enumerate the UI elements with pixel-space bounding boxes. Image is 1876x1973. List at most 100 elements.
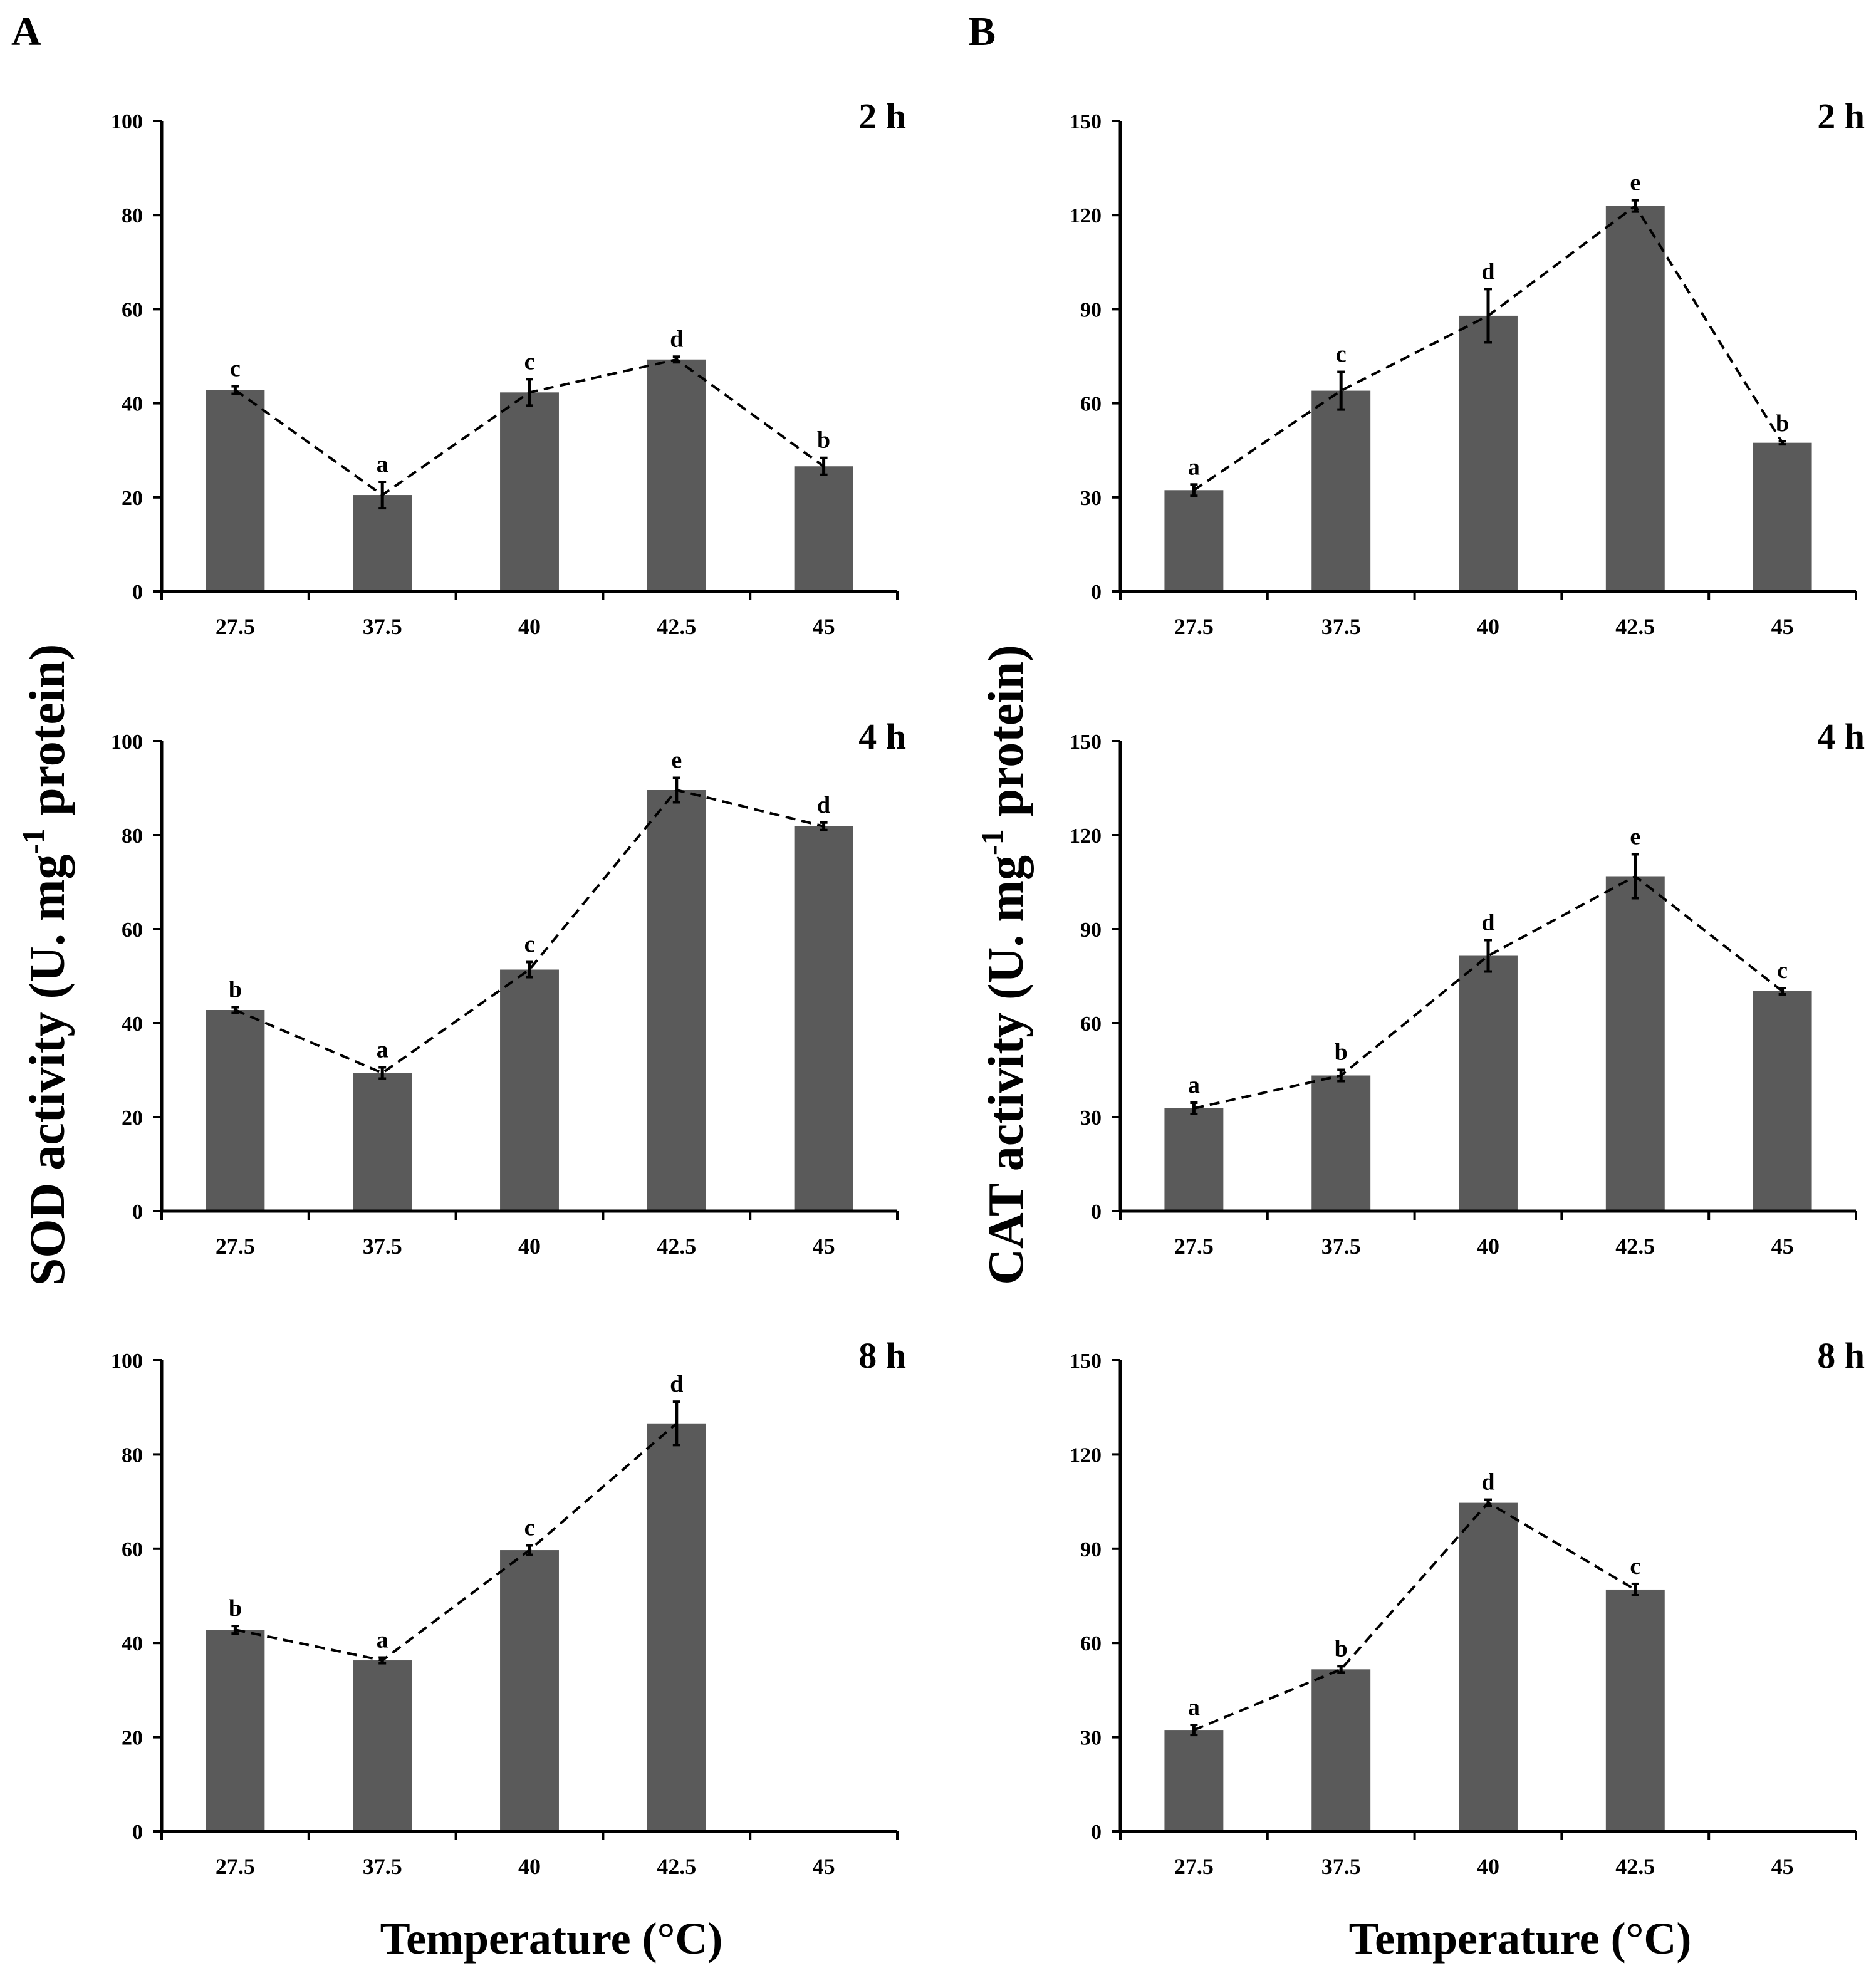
- sod-4h-bar: [206, 1010, 265, 1211]
- chart-cat-2h: 2 h 0 30 60 90 120 150 a c d e b 27.5 37.5 40 42.5 45: [1070, 96, 1865, 639]
- panel-letter-b: B: [968, 9, 996, 55]
- cat-2h-y-tick-label: 60: [1080, 393, 1102, 416]
- sod-8h-trend-line: [234, 1422, 678, 1662]
- sod-4h-x-tick-label: 42.5: [657, 1234, 696, 1259]
- sod-4h-bar: [500, 969, 559, 1211]
- cat-2h-trend-line: [1193, 204, 1784, 491]
- sod-2h-significance-letter: d: [670, 326, 683, 352]
- y-axis-label-a-sup: -1: [16, 828, 51, 855]
- cat-2h-x-tick-label: 37.5: [1321, 614, 1361, 639]
- sod-4h-x-tick-label: 45: [813, 1234, 835, 1259]
- sod-8h-y-tick-label: 0: [132, 1821, 143, 1844]
- sod-4h-bar: [794, 826, 853, 1211]
- cat-8h-y-tick-label: 60: [1080, 1632, 1102, 1655]
- chart-sod-8h: 8 h 0 20 40 60 80 100 b a c d 27.5 37.5 40 42.5 45: [111, 1335, 906, 1879]
- cat-4h-significance-letter: c: [1777, 957, 1788, 984]
- sod-2h-significance-letter: a: [377, 451, 388, 477]
- sod-2h-x-tick-label: 42.5: [657, 614, 696, 639]
- sod-8h-significance-letter: a: [377, 1627, 388, 1653]
- sod-8h-significance-letter: c: [524, 1515, 535, 1541]
- sod-8h-x-tick-label: 40: [518, 1854, 541, 1879]
- cat-4h-x-tick-label: 27.5: [1174, 1234, 1214, 1259]
- cat-8h-y-tick-label: 120: [1070, 1444, 1102, 1467]
- sod-8h-bar: [353, 1660, 412, 1831]
- sod-2h-trend-line: [234, 358, 825, 497]
- sod-4h-y-tick-label: 40: [122, 1013, 143, 1036]
- cat-2h-significance-letter: c: [1336, 341, 1347, 368]
- cat-4h-y-tick-label: 150: [1070, 731, 1102, 754]
- cat-8h-trend-line: [1193, 1501, 1636, 1731]
- cat-4h-y-tick-label: 0: [1091, 1200, 1102, 1224]
- sod-8h-bar: [206, 1630, 265, 1831]
- sod-8h-x-tick-label: 37.5: [363, 1854, 402, 1879]
- sod-2h-y-tick-label: 100: [111, 110, 143, 133]
- cat-2h-bar: [1459, 315, 1518, 591]
- cat-4h-y-tick-label: 30: [1080, 1106, 1102, 1130]
- cat-4h-significance-letter: d: [1481, 910, 1494, 936]
- y-axis-label-a: SOD activity (U. mg-1 protein): [16, 644, 75, 1286]
- cat-8h-x-tick-label: 42.5: [1615, 1854, 1655, 1879]
- sod-4h-significance-letter: d: [817, 792, 830, 818]
- sod-8h-x-tick-label: 42.5: [657, 1854, 696, 1879]
- cat-4h-bar: [1753, 991, 1812, 1211]
- sod-8h-bar: [500, 1550, 559, 1831]
- sod-4h-y-tick-label: 0: [132, 1200, 143, 1224]
- cat-4h-y-tick-label: 60: [1080, 1013, 1102, 1036]
- sod-4h-y-tick-label: 80: [122, 825, 143, 848]
- chart-cat-8h: 8 h 0 30 60 90 120 150 a b d c 27.5 37.5 40 42.5 45: [1070, 1335, 1865, 1879]
- sod-2h-y-tick-label: 60: [122, 298, 143, 321]
- cat-2h-significance-letter: b: [1776, 410, 1789, 437]
- sod-2h-bar: [647, 359, 706, 591]
- cat-4h-significance-letter: e: [1630, 824, 1640, 850]
- cat-2h-x-tick-label: 45: [1771, 614, 1794, 639]
- cat-8h-y-tick-label: 90: [1080, 1538, 1102, 1561]
- cat-2h-bar: [1605, 206, 1665, 591]
- chart-sod-4h: 4 h 0 20 40 60 80 100 b a c e d 27.5 37.5 40 42.5 45: [111, 716, 906, 1259]
- sod-8h-title: 8 h: [858, 1335, 906, 1376]
- sod-4h-x-tick-label: 27.5: [216, 1234, 255, 1259]
- sod-2h-bar: [500, 392, 559, 591]
- cat-2h-significance-letter: d: [1481, 258, 1494, 284]
- cat-8h-bar: [1605, 1589, 1665, 1831]
- sod-2h-x-tick-label: 45: [813, 614, 835, 639]
- sod-8h-x-tick-label: 45: [813, 1854, 835, 1879]
- sod-2h-x-tick-label: 40: [518, 614, 541, 639]
- chart-sod-2h: 2 h 0 20 40 60 80 100 c a c d b 27.5 37.5 40 42.5 45: [111, 96, 906, 639]
- sod-4h-significance-letter: c: [524, 932, 535, 958]
- cat-4h-bar: [1459, 955, 1518, 1211]
- cat-8h-x-tick-label: 27.5: [1174, 1854, 1214, 1879]
- cat-2h-significance-letter: a: [1188, 454, 1200, 480]
- cat-8h-bar: [1311, 1669, 1371, 1831]
- cat-4h-y-tick-label: 90: [1080, 919, 1102, 942]
- sod-2h-title: 2 h: [858, 96, 906, 137]
- sod-8h-x-tick-label: 27.5: [216, 1854, 255, 1879]
- cat-8h-significance-letter: a: [1188, 1694, 1200, 1721]
- sod-4h-significance-letter: e: [671, 747, 682, 774]
- sod-2h-significance-letter: b: [817, 427, 830, 454]
- sod-8h-y-tick-label: 100: [111, 1350, 143, 1373]
- cat-8h-bar: [1459, 1502, 1518, 1831]
- sod-4h-trend-line: [234, 788, 825, 1075]
- sod-2h-significance-letter: c: [230, 356, 241, 382]
- cat-4h-x-tick-label: 37.5: [1321, 1234, 1361, 1259]
- cat-8h-x-tick-label: 37.5: [1321, 1854, 1361, 1879]
- sod-4h-y-tick-label: 100: [111, 731, 143, 754]
- sod-2h-y-tick-label: 20: [122, 487, 143, 510]
- sod-4h-x-tick-label: 40: [518, 1234, 541, 1259]
- cat-4h-x-tick-label: 45: [1771, 1234, 1794, 1259]
- sod-4h-significance-letter: a: [377, 1037, 388, 1063]
- x-axis-label-b: Temperature (°C): [1349, 1913, 1692, 1964]
- cat-4h-title: 4 h: [1817, 716, 1865, 757]
- sod-4h-significance-letter: b: [229, 977, 242, 1003]
- y-axis-label-b-sup: -1: [974, 829, 1009, 855]
- cat-2h-bar: [1164, 490, 1224, 591]
- sod-8h-y-tick-label: 20: [122, 1727, 143, 1750]
- cat-8h-x-tick-label: 45: [1771, 1854, 1794, 1879]
- cat-8h-y-tick-label: 30: [1080, 1727, 1102, 1750]
- y-axis-label-a-tail: protein): [20, 644, 75, 828]
- cat-2h-y-tick-label: 0: [1091, 581, 1102, 604]
- sod-4h-bar: [647, 790, 706, 1211]
- sod-8h-bar: [647, 1423, 706, 1831]
- sod-2h-y-tick-label: 40: [122, 393, 143, 416]
